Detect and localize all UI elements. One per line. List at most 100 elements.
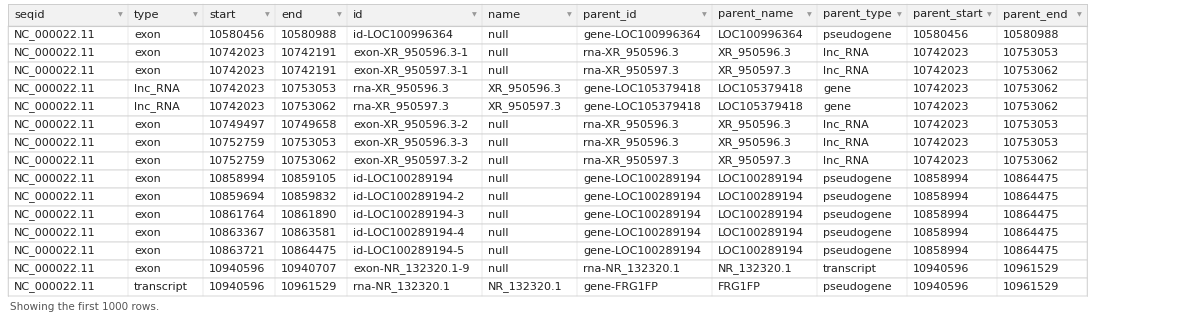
Text: LOC100289194: LOC100289194 xyxy=(718,192,804,202)
Text: exon: exon xyxy=(134,246,161,256)
Text: rna-XR_950596.3: rna-XR_950596.3 xyxy=(583,120,679,130)
Text: ▼: ▼ xyxy=(472,13,476,17)
Text: pseudogene: pseudogene xyxy=(823,174,892,184)
Text: 10580988: 10580988 xyxy=(281,30,337,40)
Text: 10742023: 10742023 xyxy=(209,66,265,76)
Text: gene: gene xyxy=(823,102,851,112)
Bar xyxy=(8,98,1087,116)
Text: id-LOC100289194-5: id-LOC100289194-5 xyxy=(353,246,464,256)
Text: rna-XR_950596.3: rna-XR_950596.3 xyxy=(583,47,679,58)
Text: 10753062: 10753062 xyxy=(281,156,337,166)
Text: exon-XR_950596.3-3: exon-XR_950596.3-3 xyxy=(353,138,468,149)
Text: 10864475: 10864475 xyxy=(1003,192,1060,202)
Text: ▼: ▼ xyxy=(265,13,270,17)
Text: XR_950597.3: XR_950597.3 xyxy=(718,66,792,77)
Text: NC_000022.11: NC_000022.11 xyxy=(14,173,96,184)
Text: null: null xyxy=(488,210,509,220)
Text: 10580988: 10580988 xyxy=(1003,30,1060,40)
Text: 10859105: 10859105 xyxy=(281,174,337,184)
Bar xyxy=(8,242,1087,260)
Text: lnc_RNA: lnc_RNA xyxy=(823,66,869,77)
Text: XR_950596.3: XR_950596.3 xyxy=(718,138,792,149)
Text: parent_id: parent_id xyxy=(583,10,637,20)
Text: 10580456: 10580456 xyxy=(209,30,265,40)
Text: id-LOC100289194-2: id-LOC100289194-2 xyxy=(353,192,464,202)
Text: NC_000022.11: NC_000022.11 xyxy=(14,282,96,292)
Bar xyxy=(8,134,1087,152)
Text: null: null xyxy=(488,156,509,166)
Text: null: null xyxy=(488,192,509,202)
Text: gene-LOC100996364: gene-LOC100996364 xyxy=(583,30,701,40)
Text: id-LOC100289194: id-LOC100289194 xyxy=(353,174,454,184)
Text: NC_000022.11: NC_000022.11 xyxy=(14,156,96,166)
Text: gene: gene xyxy=(823,84,851,94)
Bar xyxy=(8,62,1087,80)
Text: 10753053: 10753053 xyxy=(281,138,337,148)
Text: rna-XR_950597.3: rna-XR_950597.3 xyxy=(353,101,449,112)
Text: rna-NR_132320.1: rna-NR_132320.1 xyxy=(353,282,450,292)
Text: 10864475: 10864475 xyxy=(1003,174,1060,184)
Bar xyxy=(8,170,1087,188)
Text: ▼: ▼ xyxy=(986,13,991,17)
Text: NC_000022.11: NC_000022.11 xyxy=(14,264,96,275)
Text: type: type xyxy=(134,10,160,20)
Text: exon: exon xyxy=(134,48,161,58)
Text: 10864475: 10864475 xyxy=(1003,246,1060,256)
Text: 10864475: 10864475 xyxy=(1003,210,1060,220)
Text: 10742023: 10742023 xyxy=(913,120,970,130)
Text: pseudogene: pseudogene xyxy=(823,30,892,40)
Text: 10752759: 10752759 xyxy=(209,138,265,148)
Text: Showing the first 1000 rows.: Showing the first 1000 rows. xyxy=(10,302,160,312)
Text: 10742023: 10742023 xyxy=(913,66,970,76)
Text: lnc_RNA: lnc_RNA xyxy=(823,138,869,149)
Text: null: null xyxy=(488,48,509,58)
Text: XR_950596.3: XR_950596.3 xyxy=(718,47,792,58)
Text: exon-NR_132320.1-9: exon-NR_132320.1-9 xyxy=(353,264,469,275)
Text: FRG1FP: FRG1FP xyxy=(718,282,761,292)
Text: LOC100289194: LOC100289194 xyxy=(718,246,804,256)
Text: NC_000022.11: NC_000022.11 xyxy=(14,138,96,149)
Text: lnc_RNA: lnc_RNA xyxy=(134,101,180,112)
Text: XR_950596.3: XR_950596.3 xyxy=(488,84,562,94)
Text: 10940596: 10940596 xyxy=(913,264,970,274)
Text: 10863721: 10863721 xyxy=(209,246,265,256)
Text: exon: exon xyxy=(134,174,161,184)
Text: seqid: seqid xyxy=(14,10,44,20)
Text: start: start xyxy=(209,10,235,20)
Text: NR_132320.1: NR_132320.1 xyxy=(718,264,793,275)
Text: 10742023: 10742023 xyxy=(913,48,970,58)
Text: NC_000022.11: NC_000022.11 xyxy=(14,66,96,77)
Text: transcript: transcript xyxy=(823,264,877,274)
Text: 10742191: 10742191 xyxy=(281,48,337,58)
Text: pseudogene: pseudogene xyxy=(823,246,892,256)
Text: id-LOC100996364: id-LOC100996364 xyxy=(353,30,454,40)
Text: 10753062: 10753062 xyxy=(281,102,337,112)
Text: null: null xyxy=(488,228,509,238)
Text: exon: exon xyxy=(134,264,161,274)
Text: lnc_RNA: lnc_RNA xyxy=(823,47,869,58)
Text: 10858994: 10858994 xyxy=(913,174,970,184)
Text: ▼: ▼ xyxy=(1078,13,1081,17)
Text: 10753053: 10753053 xyxy=(1003,138,1060,148)
Text: rna-XR_950596.3: rna-XR_950596.3 xyxy=(583,138,679,149)
Text: exon: exon xyxy=(134,138,161,148)
Text: 10858994: 10858994 xyxy=(913,210,970,220)
Text: rna-XR_950597.3: rna-XR_950597.3 xyxy=(583,66,679,77)
Text: 10940596: 10940596 xyxy=(209,264,265,274)
Text: 10863581: 10863581 xyxy=(281,228,337,238)
Text: parent_start: parent_start xyxy=(913,10,983,20)
Text: 10742023: 10742023 xyxy=(209,48,265,58)
Text: gene-LOC100289194: gene-LOC100289194 xyxy=(583,192,701,202)
Text: NC_000022.11: NC_000022.11 xyxy=(14,29,96,40)
Bar xyxy=(8,224,1087,242)
Text: null: null xyxy=(488,264,509,274)
Text: pseudogene: pseudogene xyxy=(823,192,892,202)
Text: id-LOC100289194-3: id-LOC100289194-3 xyxy=(353,210,464,220)
Text: lnc_RNA: lnc_RNA xyxy=(823,120,869,130)
Text: 10961529: 10961529 xyxy=(1003,282,1060,292)
Text: null: null xyxy=(488,30,509,40)
Text: 10753062: 10753062 xyxy=(1003,84,1060,94)
Text: NC_000022.11: NC_000022.11 xyxy=(14,192,96,203)
Text: null: null xyxy=(488,138,509,148)
Text: exon-XR_950597.3-2: exon-XR_950597.3-2 xyxy=(353,156,468,166)
